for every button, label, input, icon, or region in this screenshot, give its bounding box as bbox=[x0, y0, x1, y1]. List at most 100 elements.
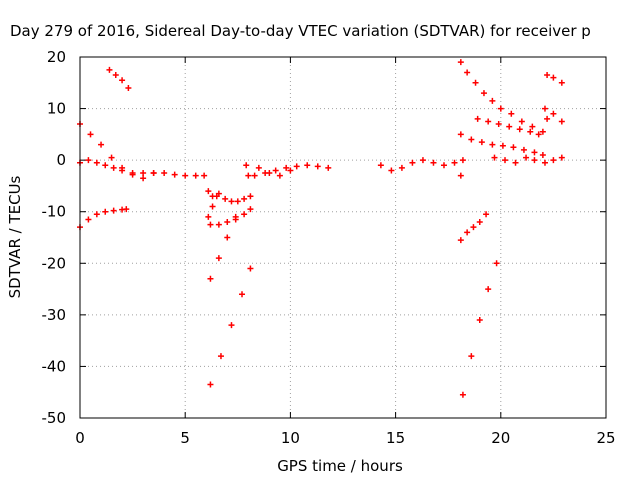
data-point bbox=[539, 128, 546, 135]
data-point bbox=[489, 141, 496, 148]
data-point bbox=[478, 139, 485, 146]
data-point bbox=[502, 157, 509, 164]
data-point bbox=[550, 74, 557, 81]
data-point bbox=[485, 118, 492, 125]
data-point bbox=[217, 353, 224, 360]
data-point bbox=[224, 219, 231, 226]
data-point bbox=[470, 224, 477, 231]
tick-labels: 0 5 10 15 20 25 20 10 0 -10 -20 -30 -40 -50 bbox=[42, 48, 616, 447]
data-point bbox=[541, 105, 548, 112]
data-point bbox=[247, 206, 254, 213]
point-track bbox=[251, 162, 332, 179]
point-track bbox=[541, 154, 565, 166]
point-track bbox=[544, 72, 565, 86]
y-axis-label: SDTVAR / TECUs bbox=[6, 175, 24, 298]
point-track bbox=[77, 206, 130, 231]
data-point bbox=[451, 159, 458, 166]
data-point bbox=[527, 128, 534, 135]
data-point bbox=[516, 126, 523, 133]
point-track bbox=[541, 105, 565, 125]
data-point bbox=[93, 211, 100, 218]
data-point bbox=[232, 213, 239, 220]
data-point bbox=[518, 118, 525, 125]
point-track bbox=[544, 115, 551, 122]
point-track bbox=[459, 260, 500, 398]
data-point bbox=[266, 170, 273, 177]
data-point bbox=[476, 317, 483, 324]
data-point bbox=[464, 229, 471, 236]
data-point bbox=[485, 286, 492, 293]
data-point bbox=[150, 170, 157, 177]
data-point bbox=[506, 123, 513, 130]
data-point bbox=[474, 115, 481, 122]
data-point bbox=[243, 162, 250, 169]
data-point bbox=[215, 255, 222, 262]
data-point bbox=[480, 90, 487, 97]
data-point bbox=[325, 164, 332, 171]
x-tick-label: 15 bbox=[386, 429, 405, 447]
data-point bbox=[483, 211, 490, 218]
point-track bbox=[457, 131, 546, 158]
point-track bbox=[474, 115, 542, 138]
point-track bbox=[106, 66, 132, 91]
data-point bbox=[493, 260, 500, 267]
y-tick-label: -50 bbox=[42, 409, 67, 427]
data-point bbox=[459, 157, 466, 164]
data-point bbox=[293, 163, 300, 170]
y-tick-label: 0 bbox=[56, 151, 66, 169]
data-point bbox=[93, 159, 100, 166]
data-point bbox=[228, 198, 235, 205]
data-point bbox=[531, 149, 538, 156]
data-point bbox=[544, 72, 551, 79]
point-track bbox=[207, 206, 254, 228]
y-tick-label: -30 bbox=[42, 306, 67, 324]
data-point bbox=[491, 154, 498, 161]
data-point bbox=[125, 84, 132, 91]
data-point bbox=[112, 72, 119, 79]
data-point bbox=[110, 164, 117, 171]
data-point bbox=[287, 167, 294, 174]
data-points bbox=[77, 59, 565, 398]
data-point bbox=[140, 175, 147, 182]
data-point bbox=[558, 79, 565, 86]
data-point bbox=[171, 171, 178, 178]
data-point bbox=[510, 144, 517, 151]
point-track bbox=[457, 172, 464, 179]
data-point bbox=[234, 198, 241, 205]
point-track bbox=[255, 164, 294, 179]
data-point bbox=[205, 188, 212, 195]
data-point bbox=[123, 206, 130, 213]
point-track bbox=[77, 121, 157, 182]
data-point bbox=[550, 157, 557, 164]
data-point bbox=[550, 110, 557, 117]
data-point bbox=[129, 171, 136, 178]
data-point bbox=[108, 154, 115, 161]
data-point bbox=[251, 172, 258, 179]
data-point bbox=[464, 69, 471, 76]
data-point bbox=[523, 154, 530, 161]
data-point bbox=[398, 164, 405, 171]
data-point bbox=[529, 123, 536, 130]
data-point bbox=[520, 146, 527, 153]
data-point bbox=[85, 157, 92, 164]
data-point bbox=[192, 172, 199, 179]
y-tick-label: -20 bbox=[42, 254, 67, 272]
point-track bbox=[205, 193, 220, 220]
data-point bbox=[241, 195, 248, 202]
data-point bbox=[457, 237, 464, 244]
data-point bbox=[377, 162, 384, 169]
data-point bbox=[558, 154, 565, 161]
data-point bbox=[85, 216, 92, 223]
x-axis-label: GPS time / hours bbox=[277, 457, 403, 475]
data-point bbox=[457, 172, 464, 179]
data-point bbox=[457, 131, 464, 138]
data-point bbox=[531, 157, 538, 164]
data-point bbox=[228, 322, 235, 329]
data-point bbox=[489, 97, 496, 104]
data-point bbox=[558, 118, 565, 125]
data-point bbox=[110, 207, 117, 214]
data-point bbox=[539, 151, 546, 158]
data-point bbox=[283, 164, 290, 171]
data-point bbox=[388, 167, 395, 174]
